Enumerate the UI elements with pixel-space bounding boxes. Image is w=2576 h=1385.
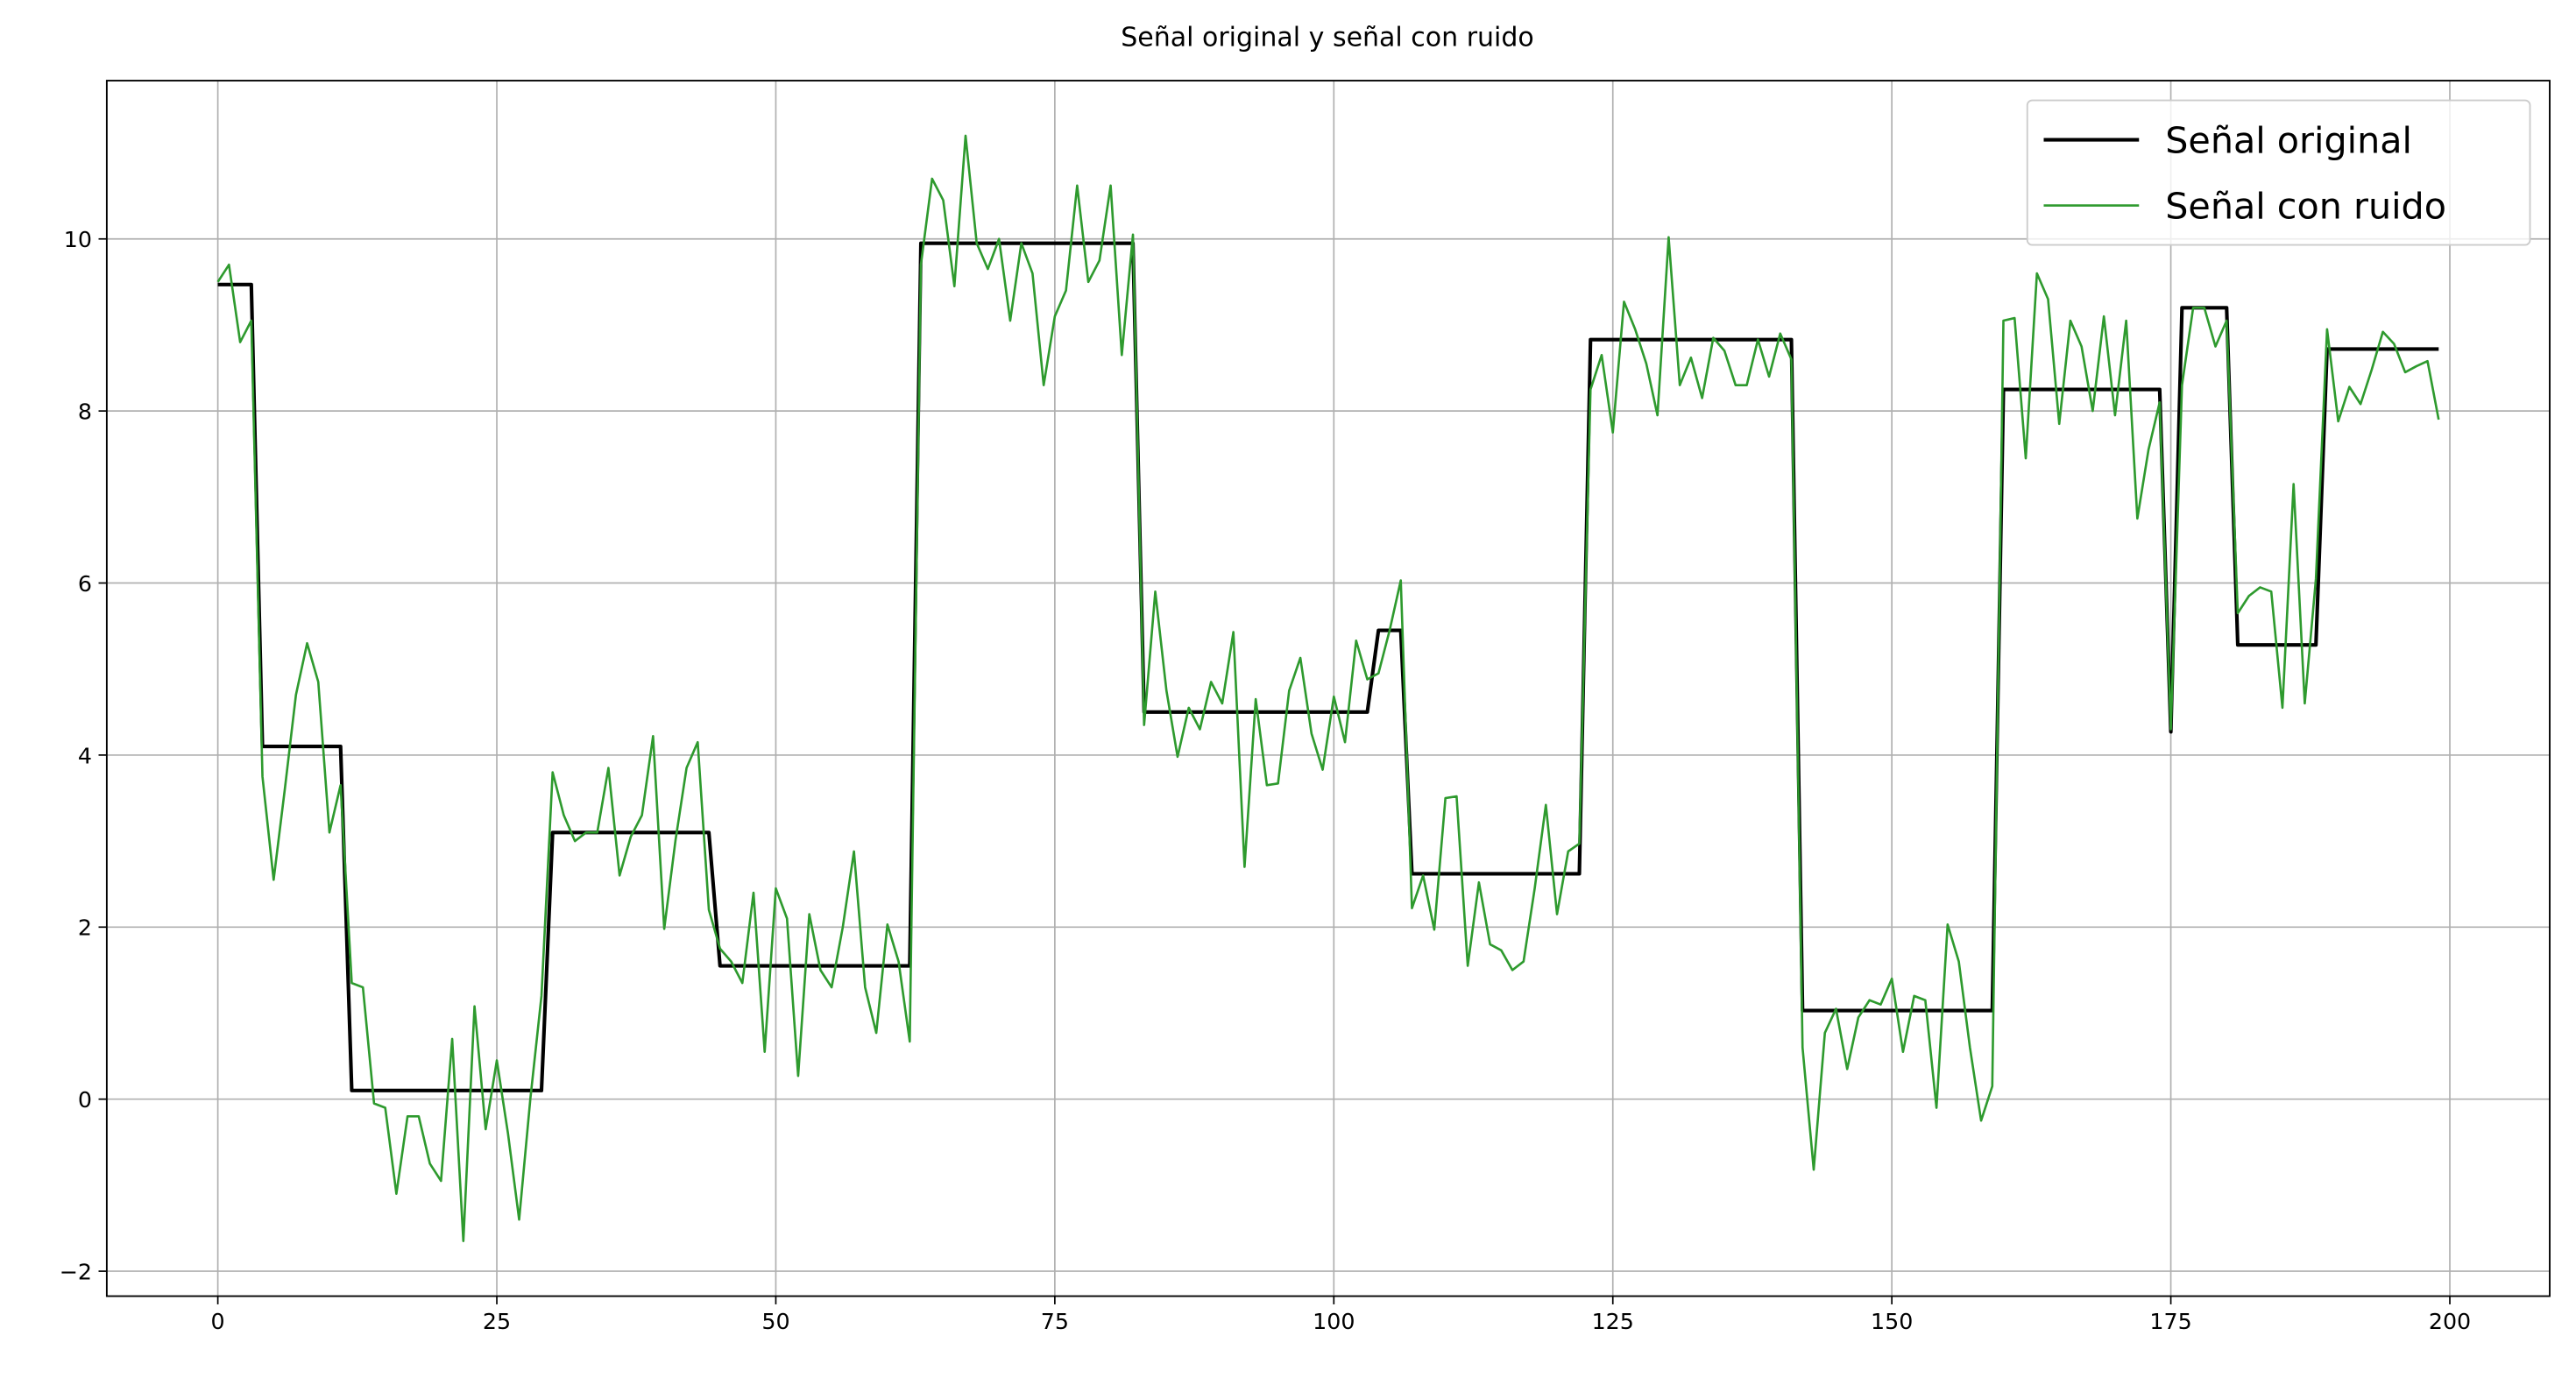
- x-tick-label: 75: [1041, 1309, 1069, 1334]
- legend-label: Señal original: [2165, 120, 2412, 162]
- x-tick-label: 175: [2149, 1309, 2191, 1334]
- x-tick-label: 150: [1871, 1309, 1913, 1334]
- x-tick-label: 100: [1313, 1309, 1355, 1334]
- legend-label: Señal con ruido: [2165, 186, 2446, 228]
- x-tick-label: 0: [211, 1309, 225, 1334]
- legend: Señal original Señal con ruido: [2026, 99, 2531, 246]
- y-tick-label: 4: [78, 743, 92, 768]
- y-tick-label: 8: [78, 399, 92, 425]
- y-tick-label: 10: [64, 227, 92, 252]
- y-tick-label: −2: [60, 1259, 92, 1284]
- x-tick-label: 25: [483, 1309, 511, 1334]
- x-tick-label: 125: [1592, 1309, 1634, 1334]
- x-tick-label: 50: [761, 1309, 789, 1334]
- y-tick-label: 0: [78, 1087, 92, 1113]
- x-tick-label: 200: [2429, 1309, 2471, 1334]
- plot-frame: [105, 80, 2551, 1297]
- y-tick-label: 6: [78, 571, 92, 597]
- y-tick-label: 2: [78, 915, 92, 941]
- chart-title: Señal original y señal con ruido: [1121, 23, 1534, 53]
- series-line: [216, 134, 2440, 1243]
- legend-box: [2026, 99, 2531, 246]
